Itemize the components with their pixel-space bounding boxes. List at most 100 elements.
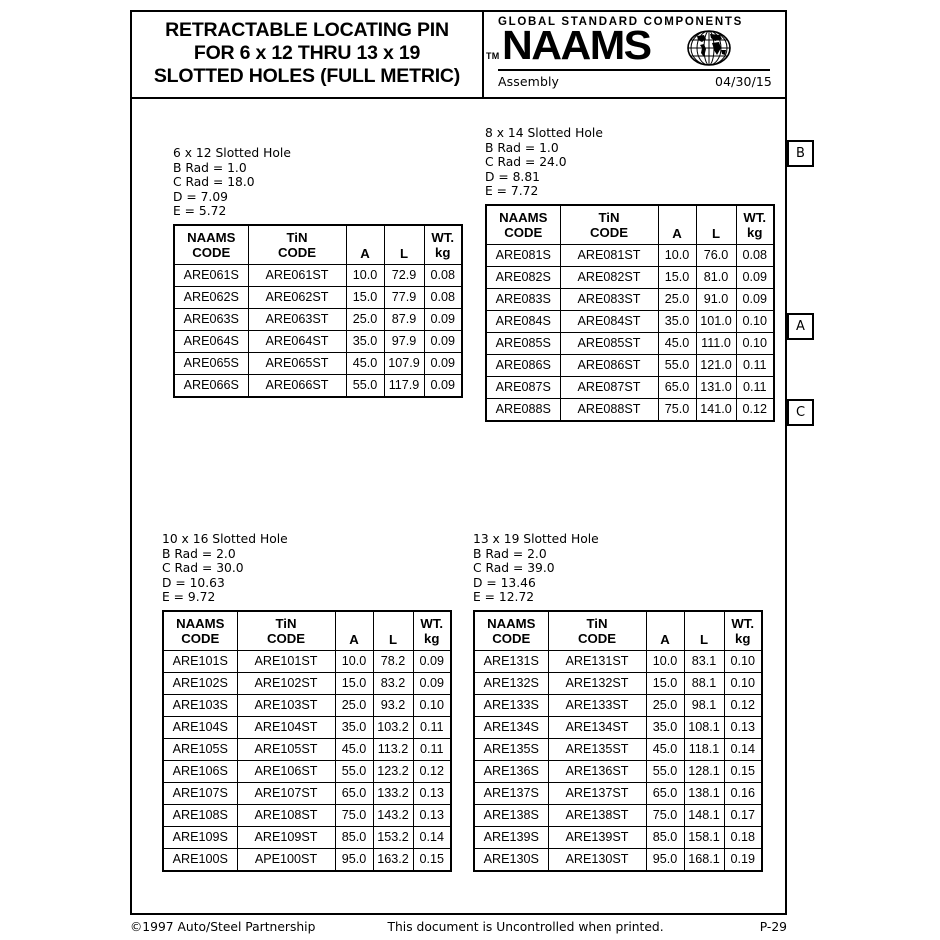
table-row: ARE084S ARE084ST 35.0 101.0 0.10 (485, 310, 775, 334)
cell-naams-code: ARE061S (173, 264, 249, 288)
cell-a: 15.0 (345, 286, 385, 310)
cell-naams-code: ARE108S (162, 804, 238, 828)
cell-a: 75.0 (657, 398, 697, 422)
table-row: ARE104S ARE104ST 35.0 103.2 0.11 (162, 716, 452, 740)
cell-tin-code: ARE088ST (559, 398, 659, 422)
cell-naams-code: ARE064S (173, 330, 249, 354)
column-header-tin-code: TiN CODE (247, 224, 347, 266)
spec-line: D = 13.46 (473, 575, 536, 590)
cell-wt: 0.14 (412, 826, 452, 850)
column-header-naams-code: NAAMS CODE (173, 224, 249, 266)
cell-tin-code: ARE130ST (547, 848, 647, 872)
cell-l: 118.1 (683, 738, 725, 762)
cell-naams-code: ARE138S (473, 804, 549, 828)
cell-l: 121.0 (695, 354, 737, 378)
spec-line: E = 9.72 (162, 590, 216, 605)
column-header-line: CODE (504, 225, 543, 241)
cell-naams-code: ARE104S (162, 716, 238, 740)
cell-tin-code: ARE081ST (559, 244, 659, 268)
spec-line: C Rad = 18.0 (173, 175, 255, 190)
cell-tin-code: ARE136ST (547, 760, 647, 784)
cell-naams-code: ARE109S (162, 826, 238, 850)
cell-tin-code: ARE101ST (236, 650, 336, 674)
cell-a: 65.0 (334, 782, 374, 806)
cell-a: 45.0 (657, 332, 697, 356)
spec-line: B Rad = 2.0 (473, 546, 547, 561)
table-row: ARE133S ARE133ST 25.0 98.1 0.12 (473, 694, 763, 718)
revision-tab-b[interactable]: B (787, 140, 814, 167)
column-header-a: A (334, 610, 374, 652)
revision-tab-c-label: C (795, 405, 806, 420)
cell-a: 55.0 (334, 760, 374, 784)
spec-line: D = 7.09 (173, 189, 228, 204)
table-body-6x12: ARE061S ARE061ST 10.0 72.9 0.08 ARE062S … (173, 264, 463, 398)
revision-tab-c[interactable]: C (787, 399, 814, 426)
cell-wt: 0.09 (423, 374, 463, 398)
cell-naams-code: ARE066S (173, 374, 249, 398)
spec-line: B Rad = 2.0 (162, 546, 236, 561)
cell-naams-code: ARE085S (485, 332, 561, 356)
column-header-line: CODE (589, 225, 629, 241)
column-header-wt: WT. kg (412, 610, 452, 652)
cell-l: 163.2 (372, 848, 414, 872)
cell-tin-code: ARE107ST (236, 782, 336, 806)
spec-list-6x12: 6 x 12 Slotted Hole B Rad = 1.0 C Rad = … (173, 146, 463, 219)
table-row: ARE131S ARE131ST 10.0 83.1 0.10 (473, 650, 763, 674)
cell-tin-code: ARE105ST (236, 738, 336, 762)
cell-tin-code: ARE103ST (236, 694, 336, 718)
revision-tab-a[interactable]: A (787, 313, 814, 340)
cell-wt: 0.11 (735, 354, 775, 378)
table-body-13x19: ARE131S ARE131ST 10.0 83.1 0.10 ARE132S … (473, 650, 763, 872)
spec-line: C Rad = 24.0 (485, 155, 567, 170)
cell-tin-code: ARE109ST (236, 826, 336, 850)
revision-tab-a-label: A (796, 319, 805, 334)
column-header-a: A (645, 610, 685, 652)
cell-a: 25.0 (645, 694, 685, 718)
column-header-l: L (383, 224, 425, 266)
cell-a: 55.0 (645, 760, 685, 784)
sheet-border (130, 10, 787, 915)
cell-l: 101.0 (695, 310, 737, 334)
naams-logo: TM NAAMS (484, 23, 784, 67)
cell-tin-code: ARE104ST (236, 716, 336, 740)
table-row: ARE134S ARE134ST 35.0 108.1 0.13 (473, 716, 763, 740)
cell-wt: 0.08 (423, 286, 463, 310)
cell-l: 131.0 (695, 376, 737, 400)
cell-naams-code: ARE133S (473, 694, 549, 718)
title-line-2: FOR 6 x 12 THRU 13 x 19 (193, 42, 421, 64)
cell-l: 128.1 (683, 760, 725, 784)
table-row: ARE109S ARE109ST 85.0 153.2 0.14 (162, 826, 452, 850)
column-header-wt: WT. kg (735, 204, 775, 246)
cell-l: 88.1 (683, 672, 725, 696)
cell-l: 91.0 (695, 288, 737, 312)
cell-l: 103.2 (372, 716, 414, 740)
cell-tin-code: ARE131ST (547, 650, 647, 674)
cell-wt: 0.14 (723, 738, 763, 762)
cell-wt: 0.10 (723, 672, 763, 696)
column-header-tin-code: TiN CODE (547, 610, 647, 652)
cell-wt: 0.08 (423, 264, 463, 288)
table-row: ARE108S ARE108ST 75.0 143.2 0.13 (162, 804, 452, 828)
table-row: ARE083S ARE083ST 25.0 91.0 0.09 (485, 288, 775, 312)
cell-tin-code: ARE135ST (547, 738, 647, 762)
title-block: RETRACTABLE LOCATING PIN FOR 6 x 12 THRU… (132, 12, 785, 99)
column-header-line: kg (735, 631, 751, 647)
column-header-line: NAAMS (176, 616, 225, 632)
trademark-mark: TM (486, 51, 500, 61)
cell-l: 93.2 (372, 694, 414, 718)
cell-tin-code: ARE082ST (559, 266, 659, 290)
cell-wt: 0.09 (423, 330, 463, 354)
cell-wt: 0.18 (723, 826, 763, 850)
table-body-10x16: ARE101S ARE101ST 10.0 78.2 0.09 ARE102S … (162, 650, 452, 872)
cell-tin-code: ARE102ST (236, 672, 336, 696)
page-footer: ©1997 Auto/Steel Partnership This docume… (130, 920, 787, 934)
table-block-8x14: 8 x 14 Slotted Hole B Rad = 1.0 C Rad = … (485, 126, 775, 423)
cell-a: 45.0 (345, 352, 385, 376)
column-header-line: kg (747, 225, 763, 241)
spec-line: D = 10.63 (162, 575, 225, 590)
column-header-tin-code: TiN CODE (236, 610, 336, 652)
column-header-naams-code: NAAMS CODE (162, 610, 238, 652)
cell-tin-code: ARE134ST (547, 716, 647, 740)
category-label: Assembly (498, 74, 560, 89)
cell-a: 10.0 (657, 244, 697, 268)
